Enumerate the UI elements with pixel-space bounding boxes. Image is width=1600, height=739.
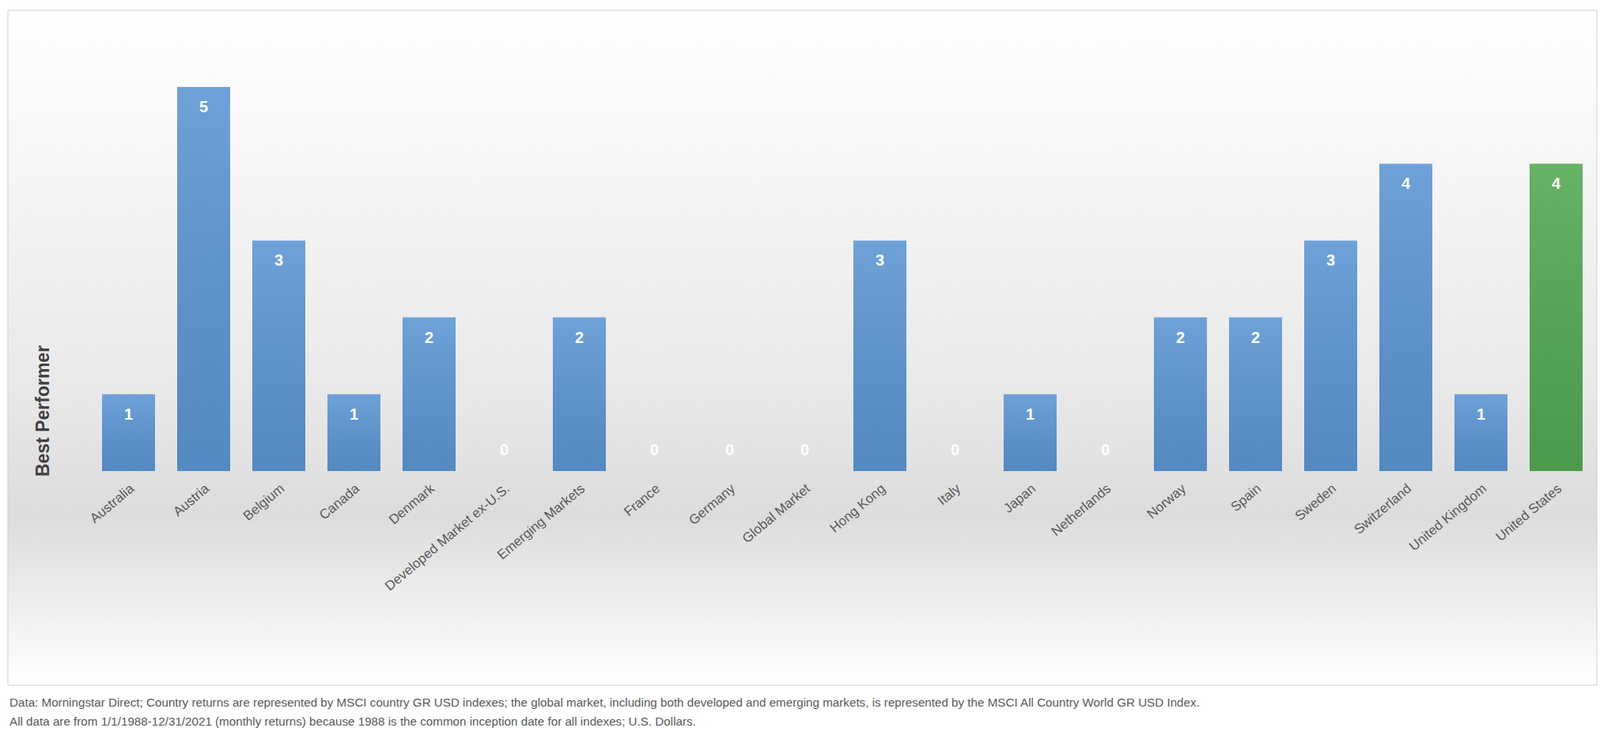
x-tick-label: Emerging Markets [494,481,588,564]
bar [477,471,531,473]
x-tick-label: Germany [685,480,738,529]
x-tick-label: Italy [934,480,964,509]
bars [102,86,1583,472]
bar [1003,394,1057,472]
data-label: 0 [725,441,734,459]
bar [1304,240,1358,472]
bar [853,240,907,472]
bar [703,471,757,473]
bar-shade [402,317,456,472]
chart: 1 Australia 5 Austria 3 Belgium 1 Canada 2 Denmar… [0,0,1600,739]
footnote: All data are from 1/1/1988-12/31/2021 (m… [9,714,696,729]
bar-shade [1304,240,1358,472]
data-label: 3 [1326,251,1336,269]
bar-shade [102,394,156,472]
data-label: 0 [950,441,960,459]
data-label: 0 [800,441,810,459]
x-tick-label: Spain [1228,481,1265,516]
data-label: 1 [124,405,133,424]
bar-shade [1229,317,1283,472]
bar [177,86,231,472]
data-label: 0 [499,441,509,459]
bar-shade [552,317,606,472]
x-tick-label: France [620,481,663,521]
bar-shade [1454,394,1508,472]
bar-shade [252,240,306,472]
bar [102,394,156,472]
bar-shade [177,86,231,472]
data-label: 3 [274,251,284,269]
footnote: Data: Morningstar Direct; Country return… [9,695,1200,710]
bar [778,471,832,473]
bar-shade [327,394,381,472]
bar [1229,317,1283,472]
x-tick-label: Denmark [385,480,438,528]
data-label: 1 [1476,405,1486,424]
bar [1379,163,1433,472]
data-label: 2 [424,329,434,347]
labels: 1 Australia 5 Austria 3 Belgium 1 Canada 2 Denmar… [32,98,1565,594]
data-label: 1 [1025,405,1035,424]
data-label: 2 [1176,329,1185,347]
x-tick-label: Japan [1000,481,1039,517]
bar [1454,394,1508,472]
x-tick-label: Australia [86,480,137,526]
chart-frame [7,10,1597,686]
bar [1529,163,1583,472]
bar-shade [1379,163,1433,472]
data-label: 1 [349,405,359,424]
y-axis-label: Best Performer [32,345,53,477]
x-tick-label: Sweden [1292,481,1340,525]
bar [928,471,982,473]
bar [327,394,381,472]
x-tick-label: Belgium [240,481,288,525]
x-tick-label: Canada [316,480,363,523]
data-label: 4 [1551,174,1562,193]
bar-shade [1153,317,1207,472]
x-tick-label: Global Market [739,480,814,547]
x-tick-label: Switzerland [1351,481,1415,538]
x-tick-label: Netherlands [1048,481,1114,540]
bar [252,240,306,472]
bar-shade [853,240,907,472]
data-label: 2 [1251,329,1260,347]
bar [402,317,456,472]
bar [1153,317,1207,472]
bar-shade [1529,163,1583,472]
x-tick-label: United Kingdom [1406,481,1490,555]
bar-shade [1003,394,1057,472]
data-label: 0 [1100,441,1110,459]
x-tick-label: United States [1493,481,1565,545]
data-label: 3 [875,251,885,269]
data-label: 2 [574,329,584,347]
x-tick-label: Hong Kong [827,481,889,537]
data-label: 4 [1401,174,1411,193]
x-tick-label: Austria [170,480,212,520]
data-label: 5 [199,98,209,116]
data-label: 0 [650,441,659,459]
bar [627,471,681,473]
bar [552,317,606,472]
x-tick-label: Developed Market ex-U.S. [382,481,513,595]
bar [1078,471,1132,473]
x-tick-label: Norway [1144,480,1190,522]
